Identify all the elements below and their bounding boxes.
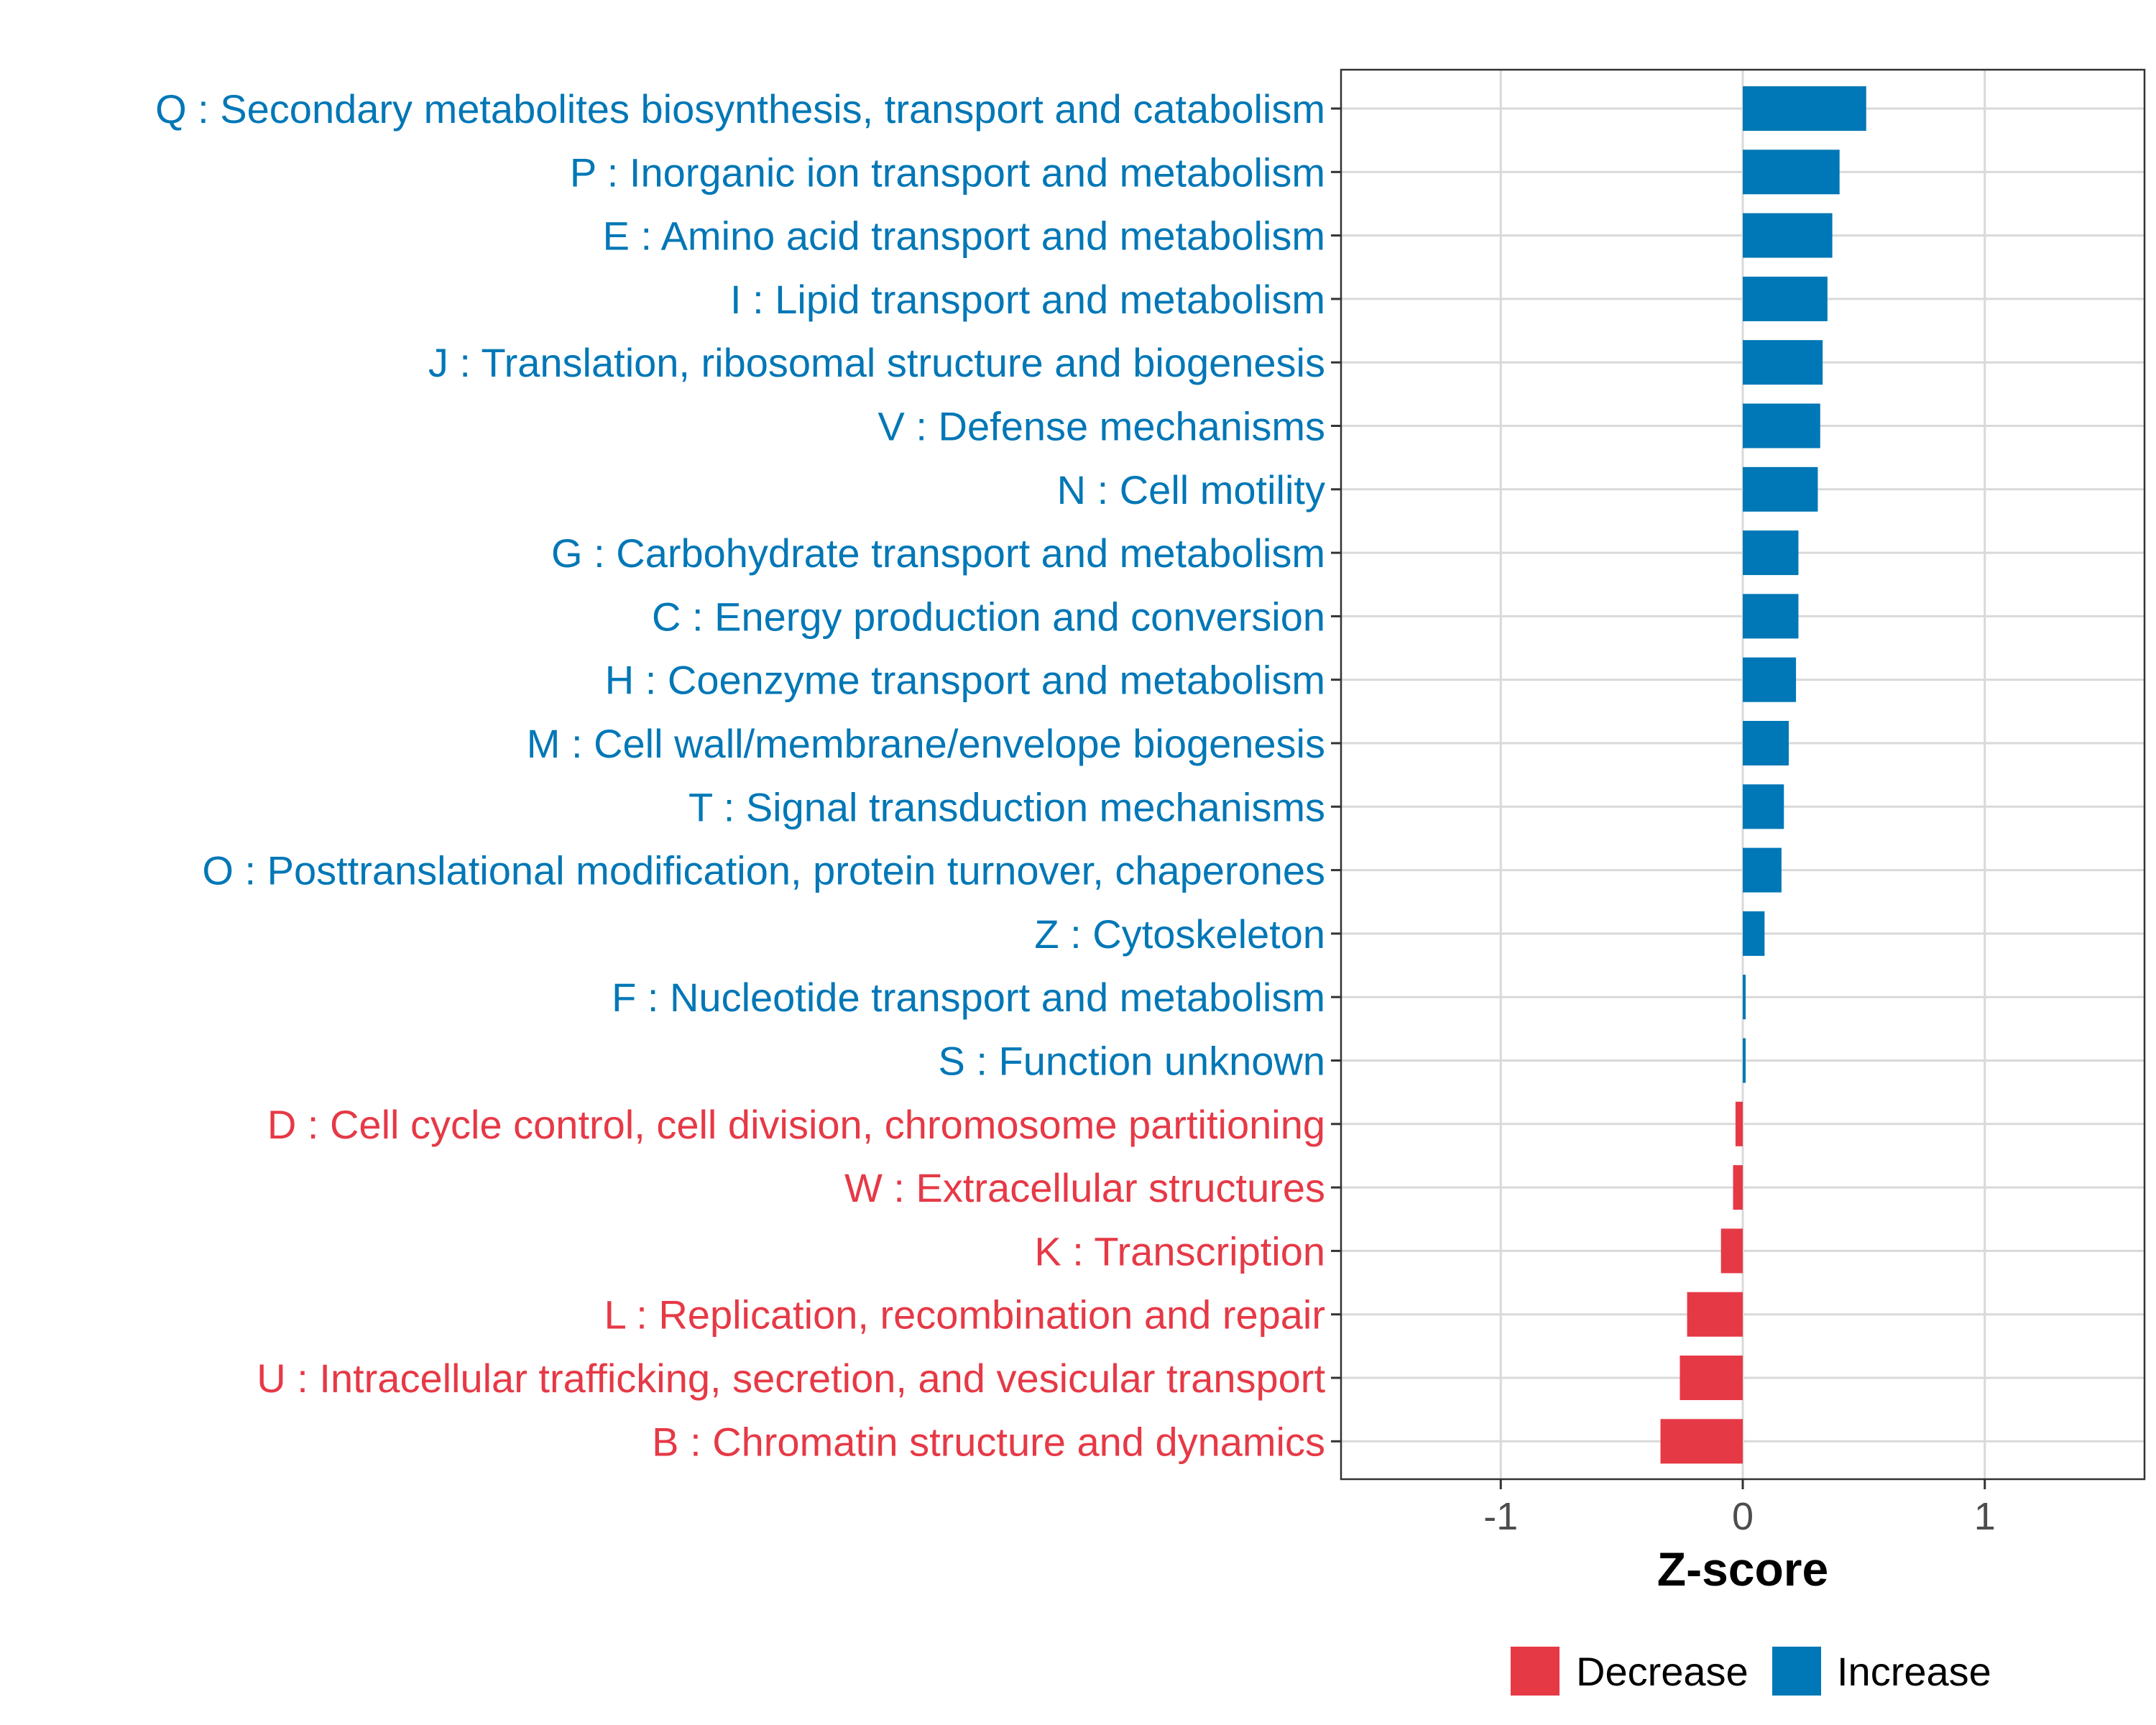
bar bbox=[1743, 466, 1818, 512]
bar bbox=[1743, 657, 1797, 702]
bar bbox=[1680, 1356, 1743, 1400]
y-axis-ticks: Q : Secondary metabolites biosynthesis, … bbox=[155, 86, 1341, 1464]
category-label: U : Intracellular trafficking, secretion… bbox=[257, 1356, 1325, 1401]
category-label: F : Nucleotide transport and metabolism bbox=[612, 975, 1325, 1020]
bar bbox=[1743, 340, 1823, 385]
bar bbox=[1687, 1292, 1743, 1337]
category-label: P : Inorganic ion transport and metaboli… bbox=[570, 150, 1325, 195]
bar bbox=[1743, 86, 1866, 131]
category-label: N : Cell motility bbox=[1057, 467, 1325, 512]
bar bbox=[1743, 847, 1782, 893]
category-label: L : Replication, recombination and repai… bbox=[604, 1292, 1325, 1338]
bar bbox=[1743, 721, 1789, 765]
bar bbox=[1735, 1101, 1743, 1146]
legend-swatch-increase bbox=[1772, 1647, 1821, 1696]
x-tick-label: 1 bbox=[1974, 1495, 1996, 1538]
category-label: G : Carbohydrate transport and metabolis… bbox=[551, 530, 1325, 576]
category-label: B : Chromatin structure and dynamics bbox=[652, 1419, 1325, 1464]
x-tick-label: -1 bbox=[1483, 1495, 1518, 1538]
bar bbox=[1743, 784, 1784, 829]
category-label: Z : Cytoskeleton bbox=[1034, 911, 1325, 957]
bar bbox=[1743, 213, 1833, 258]
bar bbox=[1743, 276, 1828, 321]
x-axis-ticks: -1 0 1 bbox=[1483, 1479, 1996, 1538]
bar bbox=[1743, 1038, 1746, 1083]
legend-label-increase: Increase bbox=[1837, 1649, 1991, 1694]
legend: Decrease Increase bbox=[1511, 1647, 1991, 1696]
legend-label-decrease: Decrease bbox=[1576, 1649, 1749, 1694]
bars bbox=[1660, 86, 1866, 1464]
legend-swatch-decrease bbox=[1511, 1647, 1560, 1696]
category-label: W : Extracellular structures bbox=[844, 1165, 1325, 1210]
bar bbox=[1743, 975, 1746, 1020]
bar bbox=[1743, 911, 1765, 956]
category-label: V : Defense mechanisms bbox=[878, 404, 1325, 449]
bar bbox=[1743, 403, 1820, 448]
x-tick-label: 0 bbox=[1732, 1495, 1754, 1538]
category-label: M : Cell wall/membrane/envelope biogenes… bbox=[527, 721, 1325, 766]
bar bbox=[1743, 594, 1799, 639]
category-label: E : Amino acid transport and metabolism bbox=[603, 213, 1325, 259]
bar bbox=[1720, 1228, 1743, 1274]
category-label: Q : Secondary metabolites biosynthesis, … bbox=[155, 86, 1325, 132]
bar bbox=[1733, 1165, 1743, 1210]
category-label: J : Translation, ribosomal structure and… bbox=[428, 340, 1325, 385]
category-label: C : Energy production and conversion bbox=[652, 594, 1325, 639]
category-label: H : Coenzyme transport and metabolism bbox=[605, 658, 1325, 703]
category-label: O : Posttranslational modification, prot… bbox=[202, 848, 1325, 893]
category-label: K : Transcription bbox=[1034, 1228, 1325, 1274]
category-label: T : Signal transduction mechanisms bbox=[688, 784, 1325, 829]
x-axis-title: Z-score bbox=[1657, 1542, 1828, 1596]
bar bbox=[1660, 1419, 1743, 1464]
category-label: I : Lipid transport and metabolism bbox=[730, 277, 1325, 322]
bar bbox=[1743, 150, 1840, 195]
category-label: S : Function unknown bbox=[938, 1039, 1325, 1084]
bar bbox=[1743, 530, 1799, 576]
category-label: D : Cell cycle control, cell division, c… bbox=[267, 1102, 1325, 1147]
